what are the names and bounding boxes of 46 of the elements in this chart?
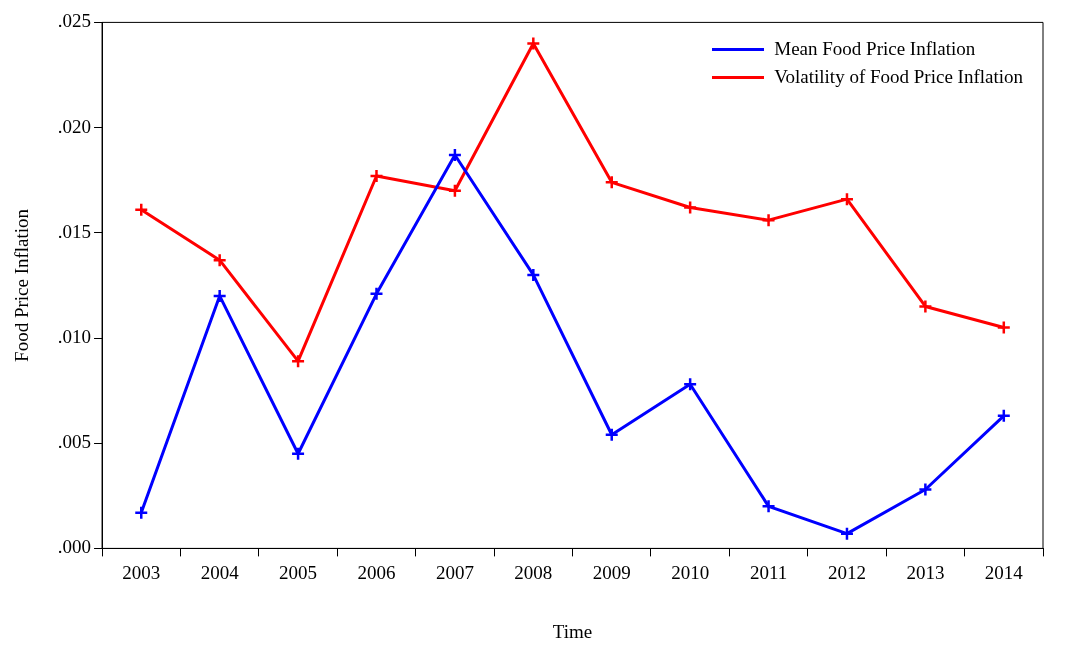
x-tick-label: 2005 (279, 561, 318, 583)
point (447, 183, 463, 198)
x-tick-label: 2007 (435, 561, 474, 583)
point (526, 267, 541, 283)
x-tick-label: 2011 (749, 561, 788, 583)
y-tick-label: .005 (57, 431, 92, 453)
y-tick-label: .000 (57, 536, 92, 558)
point (604, 427, 619, 443)
y-tick-label: .010 (57, 325, 92, 347)
point (996, 408, 1012, 424)
x-tick-label: 2013 (906, 561, 945, 583)
point (604, 175, 619, 190)
point (918, 482, 933, 497)
y-tick-label: .025 (57, 10, 92, 32)
x-tick-label: 2006 (357, 561, 396, 583)
point (447, 147, 463, 163)
point (839, 526, 855, 541)
x-tick-label: 2010 (671, 561, 710, 583)
point (134, 505, 149, 520)
x-tick-label: 2014 (984, 561, 1024, 583)
point (839, 191, 855, 207)
point (682, 377, 698, 392)
legend-label: Mean Food Price Inflation (774, 38, 976, 60)
point (761, 212, 776, 228)
x-axis-title: Time (552, 620, 593, 642)
point (761, 499, 776, 514)
x-tick-label: 2003 (122, 561, 161, 583)
y-axis-title: Food Price Inflation (11, 208, 33, 362)
point (290, 446, 306, 461)
point (526, 36, 541, 51)
point (290, 353, 306, 369)
x-tick-label: 2004 (200, 561, 240, 583)
x-tick-label: 2012 (827, 561, 866, 583)
point (369, 286, 384, 302)
x-tick-label: 2009 (592, 561, 631, 583)
point (996, 320, 1012, 335)
point (682, 200, 698, 215)
y-tick-label: .015 (57, 220, 92, 242)
point (369, 168, 384, 184)
point (212, 252, 227, 268)
point (212, 288, 227, 304)
y-tick-label: .020 (57, 115, 92, 137)
x-tick-label: 2008 (514, 561, 553, 583)
point (134, 202, 149, 217)
legend-label: Volatility of Food Price Inflation (774, 66, 1023, 88)
point (918, 299, 933, 314)
